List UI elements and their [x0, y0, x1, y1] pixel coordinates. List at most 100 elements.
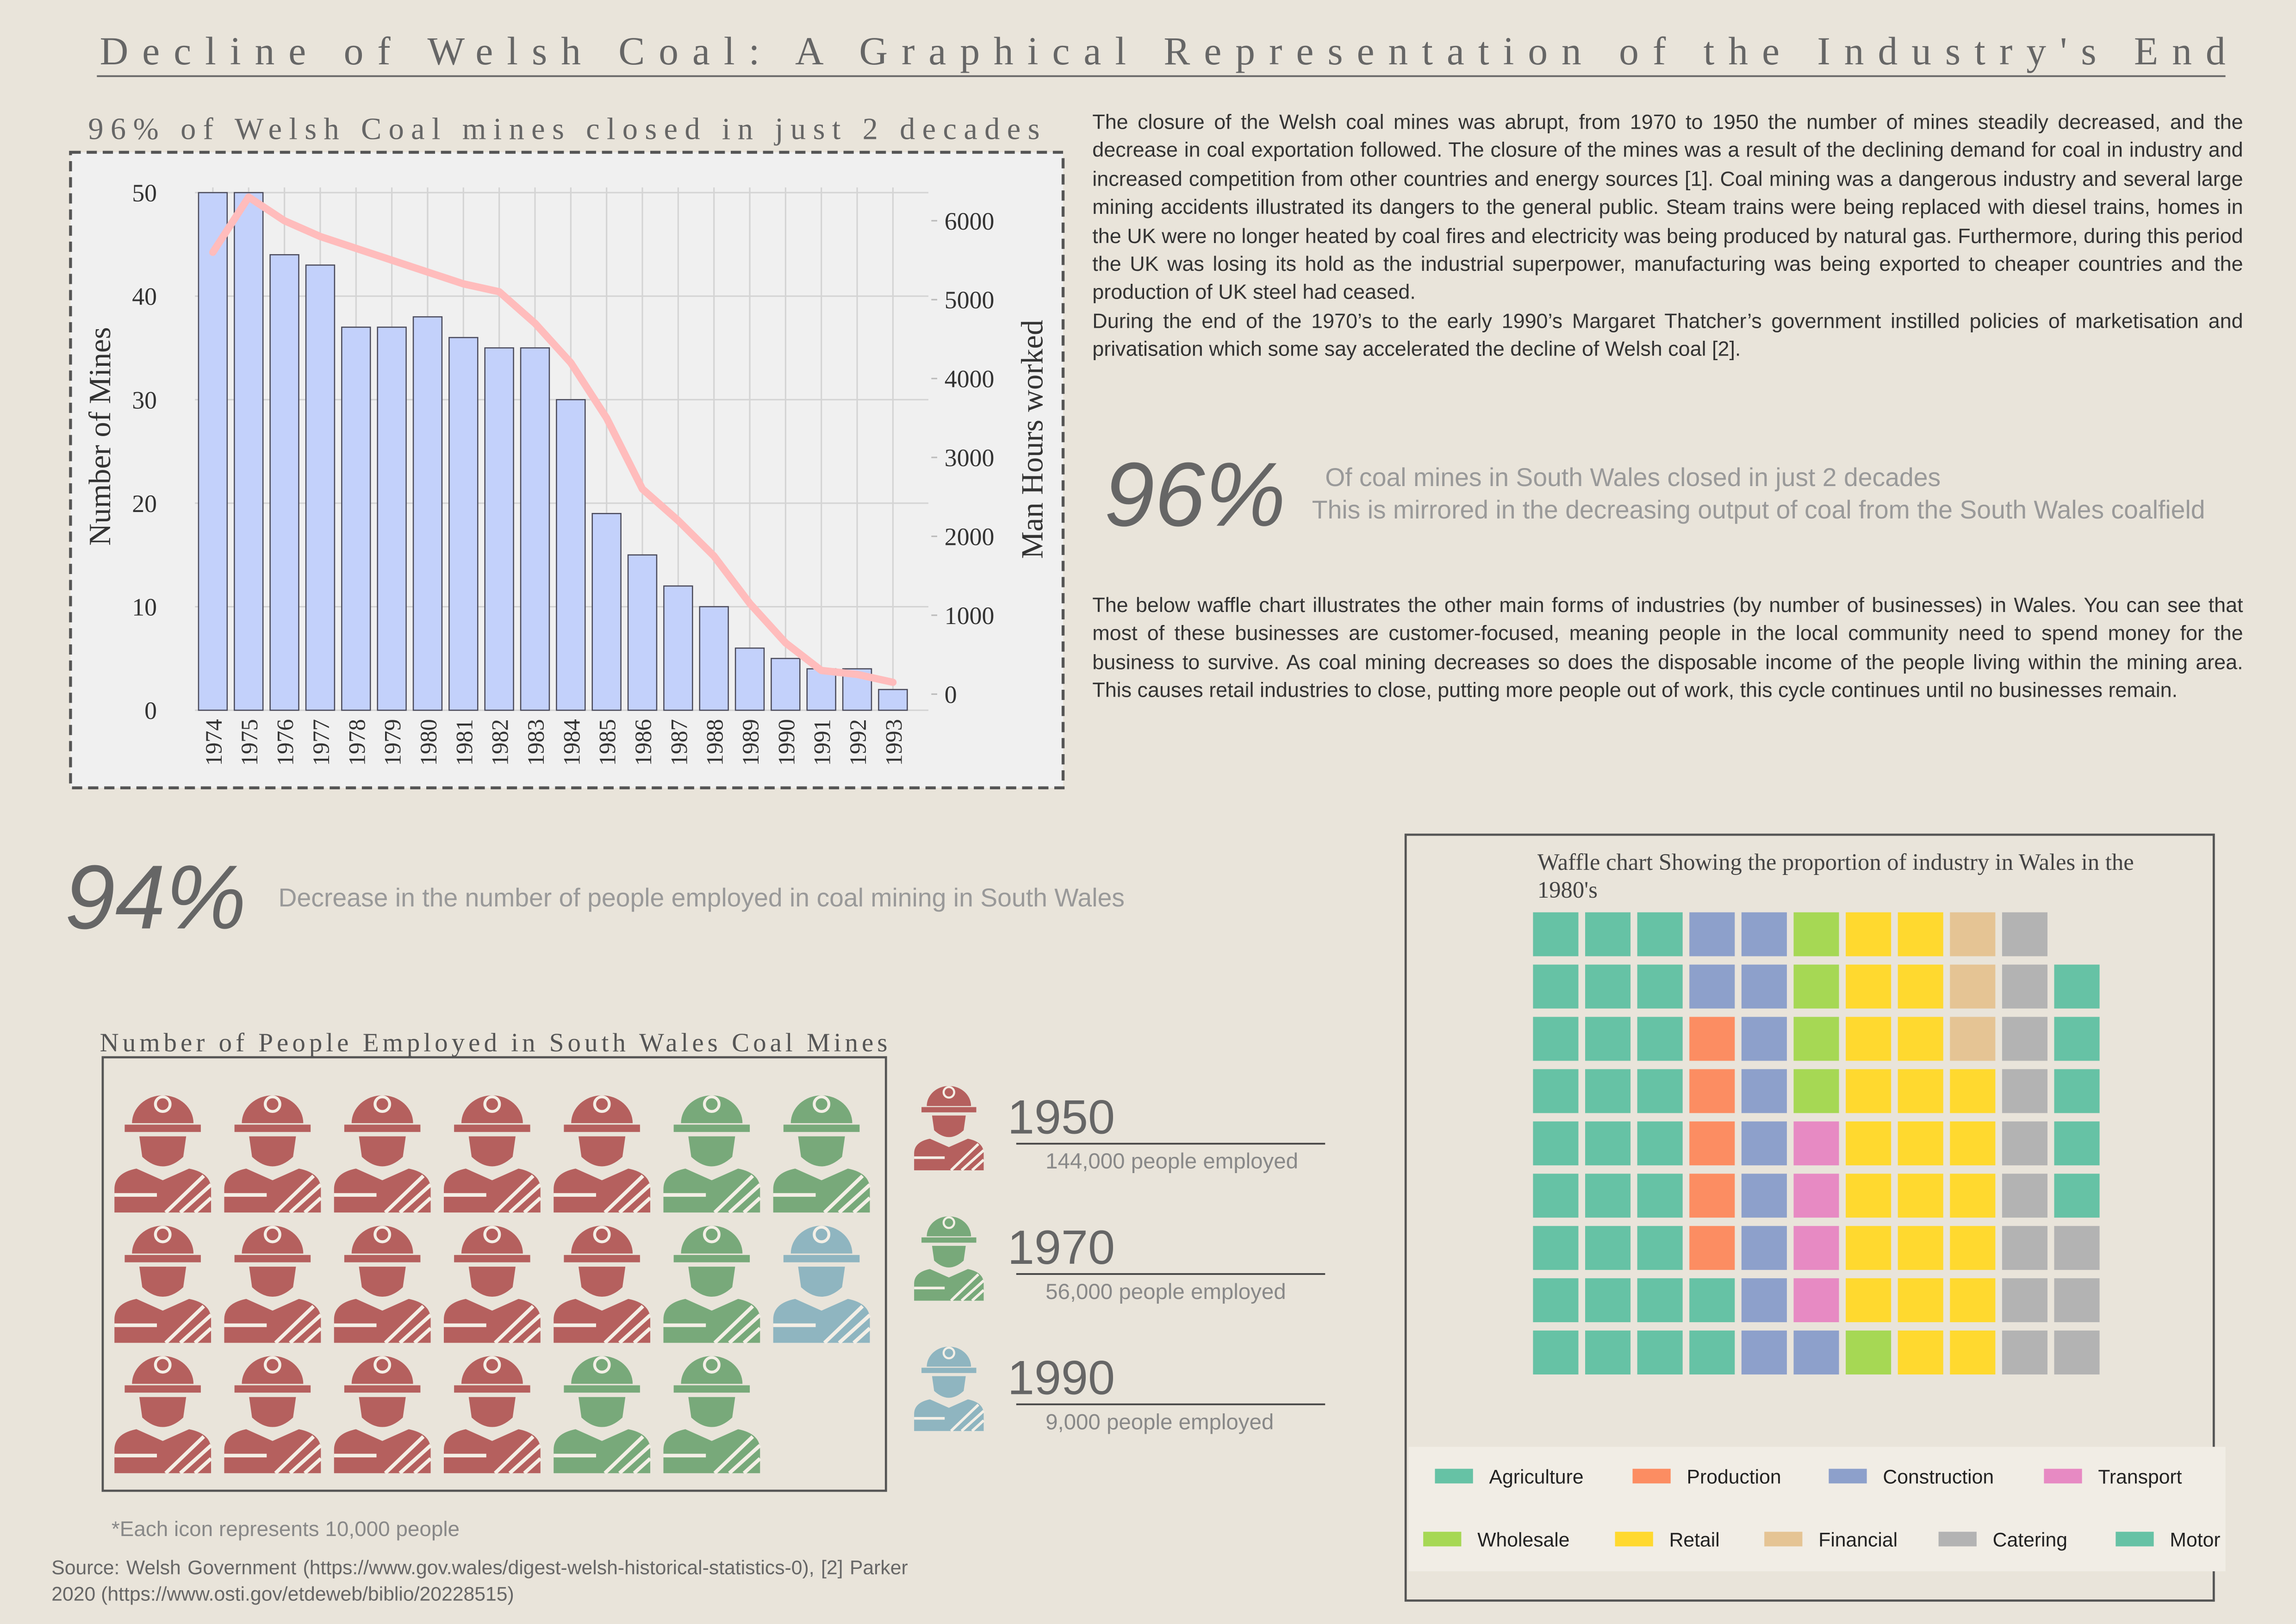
icon-head	[688, 1267, 735, 1297]
icon-lamp	[593, 1356, 611, 1374]
bar	[806, 668, 836, 711]
pictogram-icon	[554, 1225, 652, 1344]
icon-brim	[344, 1385, 421, 1393]
waffle-cell	[1637, 1174, 1683, 1218]
x-tick-label: 1976	[273, 719, 299, 766]
icon-stripe	[164, 1305, 205, 1344]
paragraph: The below waffle chart illustrates the o…	[1092, 594, 2243, 704]
icon-brim	[921, 1368, 977, 1373]
icon-lamp	[373, 1095, 392, 1113]
icon-stripe	[604, 1305, 644, 1344]
waffle-cell	[1898, 964, 1943, 1009]
waffle-cell	[1950, 1226, 1996, 1270]
icon-head	[139, 1397, 187, 1427]
x-tick-label: 1975	[236, 719, 262, 766]
y-tick-label: 10	[132, 593, 157, 621]
legend-swatch	[1764, 1531, 1803, 1547]
waffle-cell	[1533, 1226, 1579, 1270]
paragraph-box: The closure of the Welsh coal mines was …	[1092, 111, 2243, 362]
bar	[484, 347, 514, 711]
icon-brim	[454, 1385, 530, 1393]
bar	[341, 326, 371, 711]
paragraph: The closure of the Welsh coal mines was …	[1092, 111, 2243, 306]
icon-stripe	[713, 1174, 754, 1214]
legend-year: 1950	[1008, 1090, 1115, 1144]
waffle-cell	[1585, 1278, 1631, 1323]
callout-text: Of coal mines in South Wales closed in j…	[1325, 463, 1941, 492]
icon-stripe	[493, 1174, 535, 1214]
icon-stripe	[633, 1327, 652, 1344]
icon-stripe	[971, 1159, 985, 1172]
x-tick-label: 1983	[523, 719, 549, 766]
waffle-cell	[2054, 1069, 2100, 1113]
pictogram-icon	[554, 1095, 652, 1214]
icon-stripe	[274, 1174, 315, 1214]
icon-stripe	[179, 1444, 212, 1475]
icon-stripe	[289, 1313, 322, 1344]
icon-lamp	[154, 1356, 172, 1374]
line-series	[209, 193, 897, 686]
waffle-cell	[1533, 964, 1579, 1009]
icon-lamp	[483, 1356, 501, 1374]
paragraph-box: The below waffle chart illustrates the o…	[1092, 594, 2243, 704]
x-tick-label: 1984	[559, 719, 585, 766]
y2-tick-label: 2000	[945, 523, 995, 551]
x-tick-label: 1981	[451, 719, 477, 766]
waffle-cell	[1846, 912, 1892, 956]
pictogram-icon	[663, 1225, 761, 1344]
pictogram-icon	[334, 1225, 432, 1344]
legend-box	[1408, 1447, 2226, 1572]
icon-stripe	[493, 1305, 535, 1344]
icon-head	[359, 1397, 406, 1427]
y2-tick-label: 4000	[945, 365, 995, 393]
waffle-cell	[2002, 964, 2047, 1009]
waffle-cell	[1950, 964, 1996, 1009]
pictogram-icon	[443, 1356, 542, 1475]
pictogram-icon	[114, 1225, 212, 1344]
waffle-cell	[1585, 1226, 1631, 1270]
waffle-cell	[1689, 1278, 1735, 1323]
waffle-cell	[1689, 1017, 1735, 1061]
y-tick-label: 40	[132, 283, 157, 311]
icon-stripe	[728, 1444, 761, 1475]
x-tick-label: 1992	[845, 719, 871, 766]
waffle-cell	[2054, 1017, 2100, 1061]
legend-year: 1970	[1008, 1221, 1115, 1274]
pictogram-icon	[773, 1225, 871, 1344]
waffle-cell	[1637, 912, 1683, 956]
icon-body	[114, 1429, 212, 1474]
waffle-cell	[1898, 1226, 1943, 1270]
icon-stripe	[413, 1196, 432, 1214]
legend-swatch	[1423, 1531, 1462, 1547]
legend-label: Production	[1687, 1466, 1781, 1488]
icon-lamp	[942, 1216, 955, 1229]
icon-body	[914, 1399, 984, 1431]
icon-stripe	[838, 1313, 871, 1344]
icon-stripe	[950, 1273, 980, 1302]
y-tick-label: 20	[132, 490, 157, 518]
icon-brim	[564, 1255, 640, 1262]
icon-stripe	[604, 1435, 644, 1475]
bar	[771, 658, 801, 711]
waffle-cell	[1793, 1174, 1839, 1218]
waffle-cell	[1585, 1174, 1631, 1218]
icon-brim	[234, 1385, 311, 1393]
waffle-cell	[2002, 1121, 2047, 1166]
icon-head	[798, 1267, 845, 1297]
callout-text: Decrease in the number of people employe…	[279, 883, 1125, 912]
icon-lamp	[483, 1095, 501, 1113]
icon-stripe	[852, 1196, 871, 1214]
waffle-cell	[1950, 1069, 1996, 1113]
icon-stripe	[823, 1174, 864, 1214]
icon-stripe	[618, 1444, 652, 1475]
waffle-cell	[1846, 1017, 1892, 1061]
waffle-cell	[1637, 1121, 1683, 1166]
icon-stripe	[960, 1410, 985, 1432]
bar	[377, 326, 407, 711]
bar	[198, 192, 228, 711]
waffle-cell	[1741, 912, 1787, 956]
legend-swatch	[1938, 1531, 1977, 1547]
legend-swatch	[1829, 1468, 1867, 1484]
waffle-cell	[1950, 1174, 1996, 1218]
icon-stripe	[960, 1280, 985, 1302]
